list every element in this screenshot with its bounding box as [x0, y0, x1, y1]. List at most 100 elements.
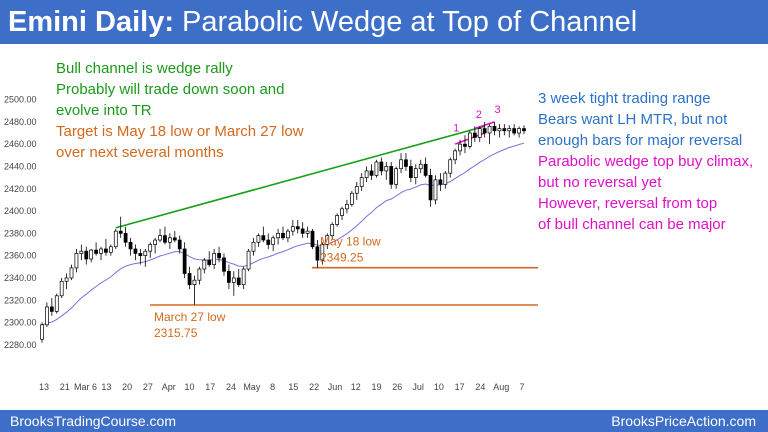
candle [443, 170, 448, 189]
candle-body [433, 179, 438, 201]
candle [389, 162, 394, 189]
candle-body [172, 237, 177, 241]
x-tick-label: 13 [39, 382, 49, 392]
candle-body [379, 161, 384, 172]
candle [345, 199, 349, 214]
candle [384, 162, 389, 180]
candle-body [236, 277, 241, 285]
candle-body [118, 230, 123, 234]
candle [463, 135, 467, 154]
candle-body [49, 306, 54, 312]
candle [276, 228, 280, 245]
annotation-lines [115, 121, 538, 306]
candle-body [335, 215, 339, 225]
candle [458, 139, 462, 156]
candle-body [399, 159, 403, 170]
x-tick-label: 20 [122, 382, 132, 392]
candle [423, 157, 428, 178]
title-rest: Parabolic Wedge at Top of Channel [174, 6, 638, 38]
note-line: 3 week tight trading range [538, 90, 711, 107]
candle [290, 219, 295, 236]
candle [128, 237, 133, 256]
x-tick-label: 17 [205, 382, 215, 392]
x-tick-label: 24 [475, 382, 485, 392]
candle-body [261, 235, 266, 241]
candle [187, 266, 192, 290]
candle-body [482, 128, 487, 134]
candle-body [517, 128, 521, 134]
candle-body [384, 166, 389, 172]
channel-trendline [115, 125, 485, 229]
x-tick-label: 21 [60, 382, 70, 392]
candle-body [153, 239, 157, 245]
mar27-value: 2315.75 [154, 326, 198, 340]
candle [49, 298, 54, 316]
note-line: Probably will trade down soon and [56, 81, 285, 98]
candle [320, 242, 325, 265]
note-green: Bull channel is wedge rally Probably wil… [56, 58, 284, 121]
candle-body [497, 128, 502, 132]
y-tick-label: 2340.00 [4, 273, 37, 283]
candle [315, 240, 320, 268]
candle-body [64, 277, 69, 282]
candle-body [290, 226, 295, 232]
candle [502, 124, 507, 136]
candle-body [310, 230, 315, 248]
y-tick-label: 2360.00 [4, 251, 37, 261]
candle-body [413, 168, 418, 178]
candle [354, 182, 359, 200]
candle-body [246, 250, 251, 270]
candle [295, 219, 300, 234]
candle-body [320, 244, 325, 261]
candle [89, 248, 94, 263]
candle-body [123, 233, 128, 243]
candle [271, 235, 276, 252]
candle-body [40, 324, 44, 340]
note-line: over next several months [56, 144, 224, 161]
y-tick-label: 2460.00 [4, 139, 37, 149]
candle [413, 164, 418, 185]
candle [349, 190, 354, 207]
candle [261, 226, 266, 243]
candle [409, 159, 413, 183]
candle [74, 248, 79, 273]
candle [54, 293, 59, 314]
candle [359, 173, 364, 191]
candle-body [148, 244, 153, 252]
candle [138, 248, 143, 265]
x-tick-label: Mar 6 [74, 382, 97, 392]
candle-body [477, 128, 482, 138]
y-tick-label: 2320.00 [4, 295, 37, 305]
candle-body [507, 128, 512, 132]
candle-body [271, 237, 276, 245]
candle-body [266, 239, 271, 245]
candle [69, 264, 74, 281]
x-tick-label: 17 [455, 382, 465, 392]
candle [448, 157, 453, 178]
x-tick-label: 12 [351, 382, 361, 392]
candle-body [99, 248, 103, 254]
candle-body [428, 175, 433, 201]
candle-body [295, 226, 300, 230]
candle-body [182, 248, 187, 274]
candle [340, 206, 344, 220]
candle-body [458, 143, 462, 152]
candle-body [453, 150, 458, 161]
y-tick-label: 2400.00 [4, 206, 37, 216]
x-tick-label: May [243, 382, 261, 392]
candle [118, 216, 123, 238]
note-line: but no reversal yet [538, 174, 662, 191]
note-line: Parabolic wedge top buy climax, [538, 153, 754, 170]
candle [113, 228, 118, 249]
candle [286, 228, 290, 243]
candle-body [138, 253, 143, 257]
x-tick-label: 22 [309, 382, 319, 392]
may18-value: 2349.25 [320, 251, 364, 265]
candle [231, 271, 236, 296]
candle [84, 246, 89, 265]
candle [94, 242, 98, 256]
candle [374, 159, 379, 178]
candle [428, 168, 433, 207]
candle-body [128, 241, 133, 250]
candle [492, 121, 497, 136]
